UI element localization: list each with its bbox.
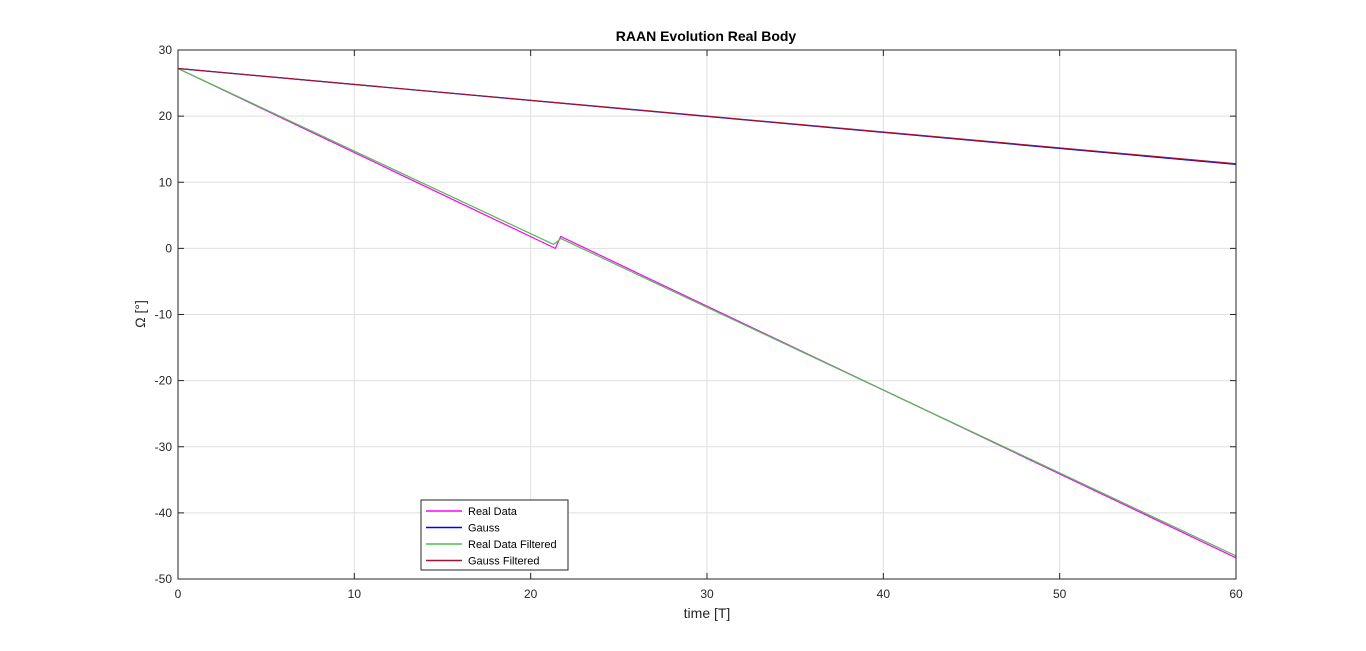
x-tick-label: 60: [1229, 587, 1243, 601]
legend-label-4: Gauss Filtered: [468, 556, 540, 568]
series-line-4: [177, 67, 1237, 165]
y-tick-label: -40: [155, 506, 173, 520]
y-axis: -50 -40 -30 -20 -10 0 10 20 30: [155, 43, 1236, 586]
x-tick-label: 10: [348, 587, 362, 601]
legend-label-3: Real Data Filtered: [468, 539, 557, 551]
y-tick-label: 10: [159, 175, 173, 189]
x-tick-label: 0: [175, 587, 182, 601]
x-tick-label: 30: [700, 587, 714, 601]
legend-box: [420, 499, 569, 571]
x-tick-label: 20: [524, 587, 538, 601]
legend-label-1: Real Data: [468, 506, 518, 518]
y-tick-label: -30: [155, 440, 173, 454]
y-tick-label: -20: [155, 374, 173, 388]
y-tick-label: -50: [155, 572, 173, 586]
y-tick-label: -10: [155, 308, 173, 322]
y-tick-label: 30: [159, 43, 173, 57]
y-tick-label: 20: [159, 109, 173, 123]
x-axis-label: time [T]: [684, 605, 731, 621]
x-tick-label: 50: [1053, 587, 1067, 601]
y-tick-label: 0: [165, 241, 172, 255]
legend-label-2: Gauss: [468, 523, 500, 535]
chart-title: RAAN Evolution Real Body: [616, 28, 797, 44]
series-group: [177, 67, 1237, 559]
series-line-3: [177, 67, 1237, 557]
x-axis: 0 10 20 30 40 50 60: [175, 50, 1243, 601]
legend: Real Data Gauss Real Data Filtered Gauss Fi…: [420, 499, 569, 571]
y-axis-label: Ω [°]: [132, 300, 148, 328]
x-tick-label: 40: [877, 587, 891, 601]
